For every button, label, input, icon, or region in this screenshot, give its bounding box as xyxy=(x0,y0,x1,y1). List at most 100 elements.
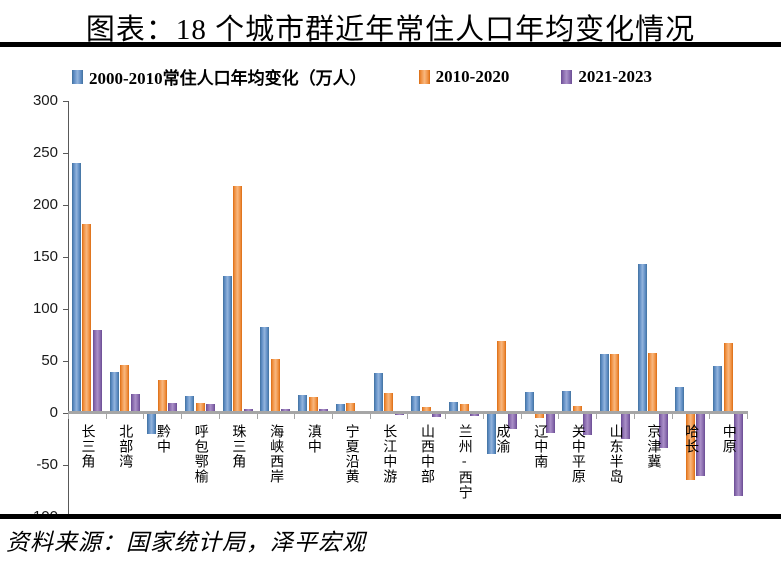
bar-海峡西岸-2021-2023 xyxy=(281,408,291,413)
bar-宁夏沿黄-2000-2010常住人口年均变化（万人） xyxy=(335,403,345,413)
x-tick-mark xyxy=(332,414,334,419)
bar-宁夏沿黄-2010-2020 xyxy=(346,402,356,413)
bar-辽中南-2010-2020 xyxy=(535,413,544,419)
x-tick-mark xyxy=(482,414,484,419)
legend-item-2000-2010: 2000-2010常住人口年均变化（万人） xyxy=(72,64,367,89)
x-category-label: 海峡西岸 xyxy=(268,424,284,484)
bar-哈长-2000-2010常住人口年均变化（万人） xyxy=(675,387,685,413)
y-tick-label: -50 xyxy=(36,456,58,473)
bar-中原-2021-2023 xyxy=(734,413,744,497)
y-tick-mark xyxy=(63,204,68,206)
bar-中原-2000-2010常住人口年均变化（万人） xyxy=(713,366,723,413)
y-tick-label: 200 xyxy=(32,196,58,213)
x-tick-mark xyxy=(633,414,635,419)
y-tick-mark xyxy=(63,308,68,310)
x-category-label: 成渝 xyxy=(494,424,510,454)
legend-label-2021-2023: 2021-2023 xyxy=(578,66,653,86)
x-category-label: 滇中 xyxy=(305,424,321,454)
x-tick-mark xyxy=(558,414,560,419)
bar-山西中部-2000-2010常住人口年均变化（万人） xyxy=(411,396,421,413)
bar-北部湾-2021-2023 xyxy=(130,394,140,413)
x-category-label: 长三角 xyxy=(79,424,95,469)
bar-呼包鄂榆-2021-2023 xyxy=(206,403,216,413)
bar-长三角-2000-2010常住人口年均变化（万人） xyxy=(71,163,81,413)
y-tick-mark xyxy=(63,360,68,362)
bar-长三角-2010-2020 xyxy=(82,223,92,413)
source-note: 资料来源：国家统计局，泽平宏观 xyxy=(6,530,366,555)
x-category-label: 兰州-西宁 xyxy=(456,424,472,500)
x-category-label: 山西中部 xyxy=(419,424,435,484)
bottom-divider xyxy=(0,514,781,519)
bar-关中平原-2021-2023 xyxy=(583,413,593,435)
legend-marker-orange-icon xyxy=(418,69,430,84)
x-category-label: 呼包鄂榆 xyxy=(192,424,208,484)
bar-哈长-2010-2020 xyxy=(685,413,695,480)
x-tick-mark xyxy=(294,414,296,419)
legend-marker-blue-icon xyxy=(72,69,83,84)
x-tick-mark xyxy=(105,414,107,419)
bar-山东半岛-2021-2023 xyxy=(620,413,630,439)
bar-呼包鄂榆-2000-2010常住人口年均变化（万人） xyxy=(185,396,195,413)
bar-滇中-2021-2023 xyxy=(319,408,329,413)
y-axis-line xyxy=(68,101,69,519)
x-category-label: 关中平原 xyxy=(569,424,585,484)
bar-珠三角-2010-2020 xyxy=(233,186,243,413)
x-tick-mark xyxy=(181,414,183,419)
x-tick-mark xyxy=(143,414,145,419)
bar-京津冀-2000-2010常住人口年均变化（万人） xyxy=(637,264,647,413)
x-tick-mark xyxy=(596,414,598,419)
legend-label-2000-2010: 2000-2010常住人口年均变化（万人） xyxy=(89,69,367,88)
bar-成渝-2010-2020 xyxy=(497,341,507,413)
x-tick-mark xyxy=(407,414,409,419)
bar-关中平原-2010-2020 xyxy=(572,405,582,413)
bar-长三角-2021-2023 xyxy=(92,329,102,413)
top-divider xyxy=(0,42,781,47)
bar-山西中部-2021-2023 xyxy=(432,413,442,418)
bar-黔中-2010-2020 xyxy=(157,379,167,413)
x-category-label: 辽中南 xyxy=(532,424,548,469)
bar-长江中游-2000-2010常住人口年均变化（万人） xyxy=(373,373,383,413)
y-tick-label: 0 xyxy=(49,404,58,421)
y-tick-mark xyxy=(63,100,68,102)
plot-area: 2000-2010常住人口年均变化（万人） 2010-2020 2021-202… xyxy=(28,64,748,519)
x-tick-mark xyxy=(256,414,258,419)
chart-title: 图表：18 个城市群近年常住人口年均变化情况 xyxy=(85,14,696,46)
bar-北部湾-2000-2010常住人口年均变化（万人） xyxy=(109,372,119,413)
x-tick-mark xyxy=(218,414,220,419)
bar-哈长-2021-2023 xyxy=(696,413,706,477)
bar-成渝-2021-2023 xyxy=(507,413,517,429)
bar-呼包鄂榆-2010-2020 xyxy=(195,402,205,413)
y-tick-mark xyxy=(63,464,68,466)
legend: 2000-2010常住人口年均变化（万人） 2010-2020 2021-202… xyxy=(72,64,652,89)
bar-京津冀-2010-2020 xyxy=(648,352,658,413)
y-tick-mark xyxy=(63,152,68,154)
x-tick-mark xyxy=(671,414,673,419)
y-tick-label: 100 xyxy=(32,300,58,317)
bar-滇中-2010-2020 xyxy=(308,397,318,413)
bar-兰州-西宁-2021-2023 xyxy=(470,413,480,417)
x-category-label: 哈长 xyxy=(683,424,699,454)
bar-山东半岛-2000-2010常住人口年均变化（万人） xyxy=(599,353,609,413)
x-category-label: 宁夏沿黄 xyxy=(343,424,359,484)
bar-兰州-西宁-2000-2010常住人口年均变化（万人） xyxy=(449,401,459,413)
bar-京津冀-2021-2023 xyxy=(658,413,668,449)
bar-珠三角-2021-2023 xyxy=(243,408,253,413)
x-tick-mark xyxy=(445,414,447,419)
x-tick-mark xyxy=(520,414,522,419)
bar-长江中游-2021-2023 xyxy=(394,413,404,416)
legend-item-2010-2020: 2010-2020 xyxy=(418,67,509,87)
x-tick-mark xyxy=(746,414,748,419)
y-tick-label: 300 xyxy=(32,92,58,109)
y-tick-label: 50 xyxy=(41,352,58,369)
bar-黔中-2000-2010常住人口年均变化（万人） xyxy=(147,413,157,434)
bar-长江中游-2010-2020 xyxy=(384,393,394,413)
bar-辽中南-2000-2010常住人口年均变化（万人） xyxy=(524,392,534,413)
y-tick-mark xyxy=(63,412,68,414)
bar-山西中部-2010-2020 xyxy=(421,406,431,413)
bar-成渝-2000-2010常住人口年均变化（万人） xyxy=(486,413,496,454)
legend-item-2021-2023: 2021-2023 xyxy=(561,67,652,87)
bar-山东半岛-2010-2020 xyxy=(610,353,620,413)
x-category-label: 中原 xyxy=(720,424,736,454)
x-category-label: 京津冀 xyxy=(645,424,661,469)
